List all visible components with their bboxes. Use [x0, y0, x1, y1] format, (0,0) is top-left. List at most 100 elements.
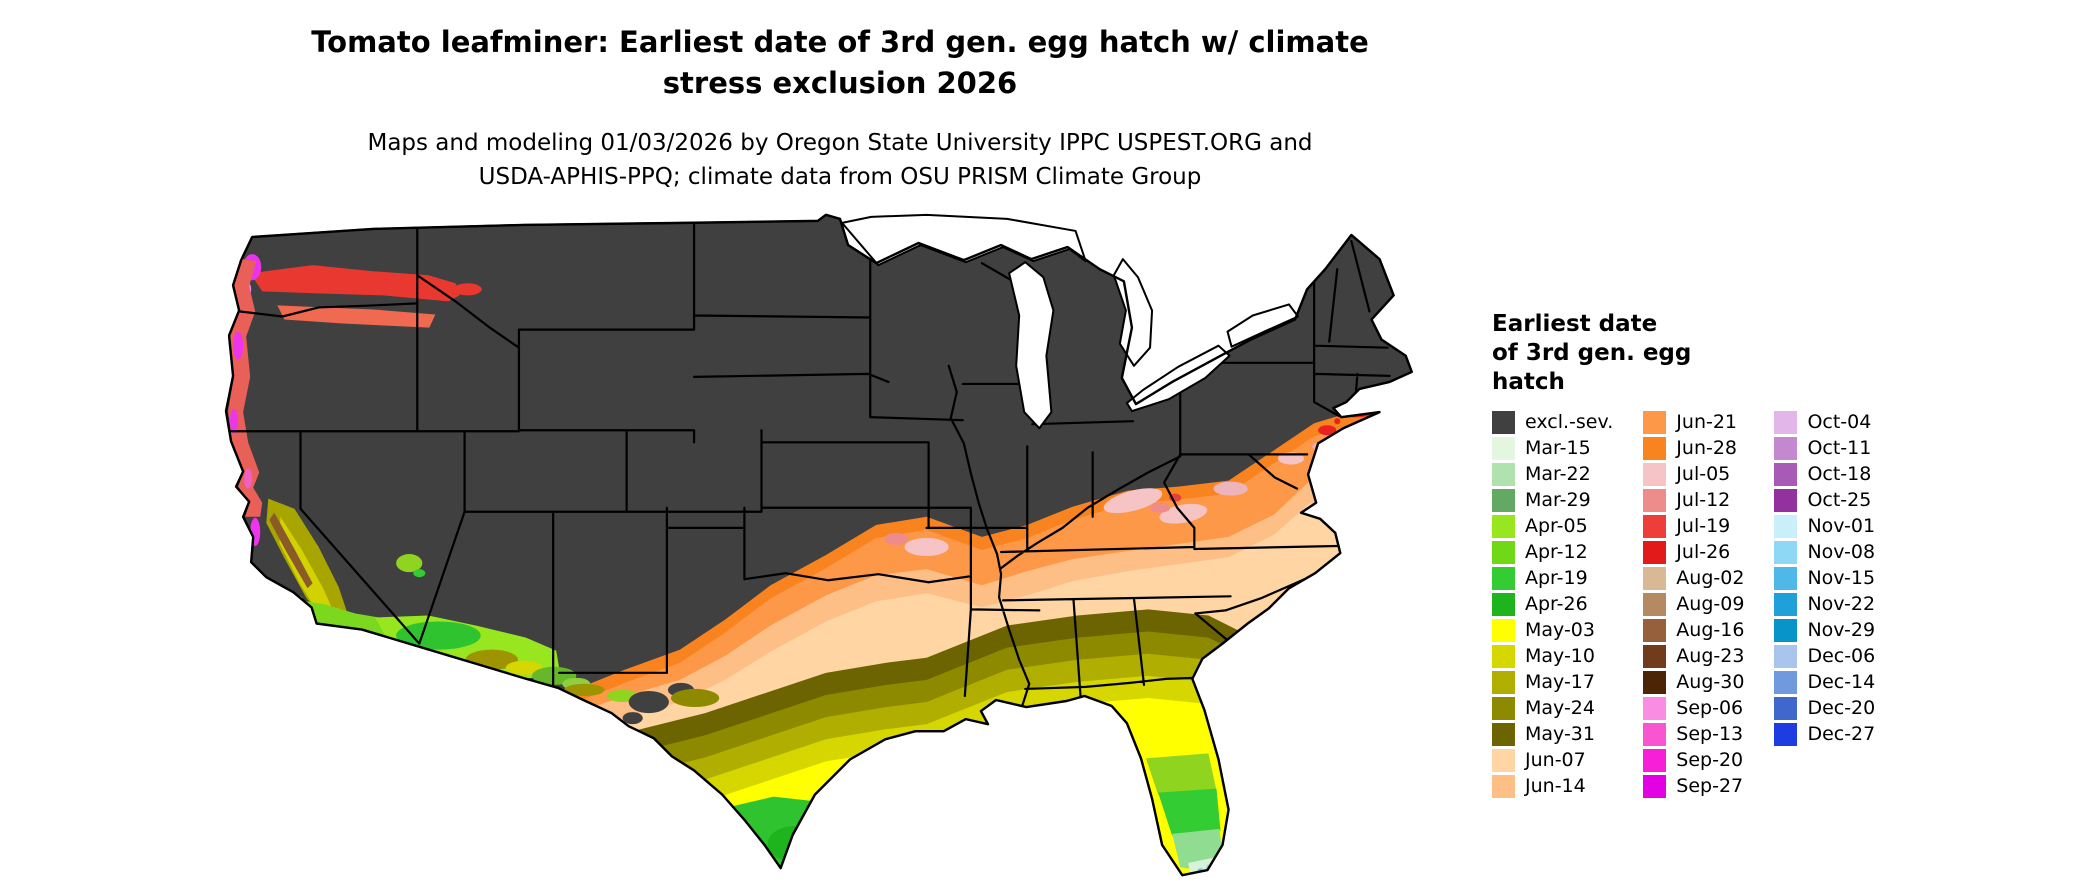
legend-entry-label: Jul-12 — [1676, 489, 1731, 511]
legend-entry: excl.-sev. — [1492, 411, 1613, 434]
map-subtitle: Maps and modeling 01/03/2026 by Oregon S… — [0, 126, 1680, 194]
legend-swatch — [1643, 593, 1667, 616]
legend-swatch — [1774, 463, 1798, 486]
legend-column: Jun-21 Jun-28 Jul-05 Jul-12 Jul-19 Jul-26 Aug-… — [1643, 411, 1744, 798]
legend-swatch — [1643, 567, 1667, 590]
map-coast-outline — [224, 213, 1413, 877]
legend-entry: Jul-12 — [1643, 489, 1744, 512]
legend-entry: May-10 — [1492, 645, 1613, 668]
legend-entry-label: Dec-20 — [1807, 697, 1876, 719]
map-subtitle-line2: USDA-APHIS-PPQ; climate data from OSU PR… — [478, 164, 1202, 190]
legend: Earliest date of 3rd gen. egg hatch excl… — [1492, 310, 2092, 798]
legend-swatch — [1774, 619, 1798, 642]
legend-swatch — [1643, 489, 1667, 512]
legend-swatch — [1774, 645, 1798, 668]
legend-swatch — [1774, 541, 1798, 564]
legend-swatch — [1643, 437, 1667, 460]
legend-swatch — [1492, 567, 1515, 590]
legend-swatch — [1774, 723, 1798, 746]
legend-swatch — [1492, 515, 1515, 538]
legend-entry-label: Apr-26 — [1525, 593, 1588, 615]
legend-entry: Jun-14 — [1492, 775, 1613, 798]
legend-swatch — [1492, 541, 1515, 564]
legend-entry-label: excl.-sev. — [1525, 411, 1614, 433]
legend-swatch — [1774, 697, 1798, 720]
legend-entry-label: Oct-04 — [1807, 411, 1872, 433]
legend-entry: May-17 — [1492, 671, 1613, 694]
lake-ontario — [1226, 303, 1300, 348]
legend-entry-label: May-24 — [1525, 697, 1595, 719]
legend-entry: Jul-19 — [1643, 515, 1744, 538]
legend-title-line1: Earliest date — [1492, 311, 1658, 337]
legend-title: Earliest date of 3rd gen. egg hatch — [1492, 310, 2092, 397]
legend-entry-label: Aug-09 — [1676, 593, 1745, 615]
legend-title-line2: of 3rd gen. egg — [1492, 340, 1692, 366]
legend-swatch — [1492, 593, 1515, 616]
legend-entry-label: Oct-18 — [1807, 463, 1872, 485]
legend-entry-label: Dec-06 — [1807, 645, 1876, 667]
legend-entry: Nov-15 — [1774, 567, 1875, 590]
legend-entry: May-03 — [1492, 619, 1613, 642]
legend-swatch — [1774, 593, 1798, 616]
legend-swatch — [1492, 697, 1515, 720]
legend-entry: Sep-27 — [1643, 775, 1744, 798]
legend-swatch — [1774, 671, 1798, 694]
legend-swatch — [1643, 515, 1667, 538]
legend-entry: Aug-09 — [1643, 593, 1744, 616]
legend-entry-label: Jul-19 — [1676, 515, 1731, 537]
map-subtitle-line1: Maps and modeling 01/03/2026 by Oregon S… — [367, 130, 1313, 156]
legend-entry-label: May-10 — [1525, 645, 1595, 667]
legend-swatch — [1643, 723, 1667, 746]
legend-entry: Aug-16 — [1643, 619, 1744, 642]
legend-entry-label: Nov-08 — [1807, 541, 1876, 563]
legend-entry: Sep-13 — [1643, 723, 1744, 746]
legend-entry-label: Sep-27 — [1676, 775, 1744, 797]
legend-entry-label: Nov-29 — [1807, 619, 1876, 641]
legend-entry: Sep-06 — [1643, 697, 1744, 720]
legend-swatch — [1643, 541, 1667, 564]
legend-entry: Apr-19 — [1492, 567, 1613, 590]
legend-columns: excl.-sev. Mar-15 Mar-22 Mar-29 Apr-05 Apr-12… — [1492, 411, 2092, 798]
legend-entry: May-24 — [1492, 697, 1613, 720]
legend-entry-label: Sep-20 — [1676, 749, 1744, 771]
legend-entry-label: Jun-21 — [1676, 411, 1738, 433]
legend-swatch — [1774, 489, 1798, 512]
legend-entry: Nov-22 — [1774, 593, 1875, 616]
legend-entry-label: Sep-13 — [1676, 723, 1744, 745]
legend-entry-label: Mar-22 — [1525, 463, 1591, 485]
header: Tomato leafminer: Earliest date of 3rd g… — [0, 22, 1680, 194]
legend-entry-label: Aug-16 — [1676, 619, 1745, 641]
legend-title-line3: hatch — [1492, 369, 1565, 395]
legend-entry-label: Jul-05 — [1676, 463, 1731, 485]
legend-entry: Oct-11 — [1774, 437, 1875, 460]
legend-entry-label: May-17 — [1525, 671, 1595, 693]
legend-entry-label: Jul-26 — [1676, 541, 1731, 563]
legend-entry-label: Mar-15 — [1525, 437, 1591, 459]
legend-entry: Nov-29 — [1774, 619, 1875, 642]
legend-swatch — [1643, 671, 1667, 694]
legend-swatch — [1492, 437, 1515, 460]
legend-swatch — [1643, 619, 1667, 642]
legend-entry: Nov-01 — [1774, 515, 1875, 538]
legend-swatch — [1643, 749, 1667, 772]
legend-entry-label: Jun-07 — [1525, 749, 1586, 771]
legend-entry: Jul-05 — [1643, 463, 1744, 486]
legend-entry-label: Aug-23 — [1676, 645, 1745, 667]
legend-entry: Jun-21 — [1643, 411, 1744, 434]
legend-entry-label: Nov-01 — [1807, 515, 1876, 537]
legend-swatch — [1774, 567, 1798, 590]
legend-column: Oct-04 Oct-11 Oct-18 Oct-25 Nov-01 Nov-08 Nov-… — [1774, 411, 1875, 746]
legend-entry-label: May-31 — [1525, 723, 1595, 745]
legend-entry: Apr-12 — [1492, 541, 1613, 564]
legend-swatch — [1774, 437, 1798, 460]
legend-entry: Dec-27 — [1774, 723, 1875, 746]
legend-entry: Jul-26 — [1643, 541, 1744, 564]
map-title-line2: stress exclusion 2026 — [662, 66, 1018, 100]
legend-entry: Aug-02 — [1643, 567, 1744, 590]
state-borders — [226, 221, 1391, 711]
legend-swatch — [1492, 463, 1515, 486]
legend-entry: Oct-04 — [1774, 411, 1875, 434]
legend-entry: Dec-14 — [1774, 671, 1875, 694]
us-map — [224, 213, 1413, 877]
